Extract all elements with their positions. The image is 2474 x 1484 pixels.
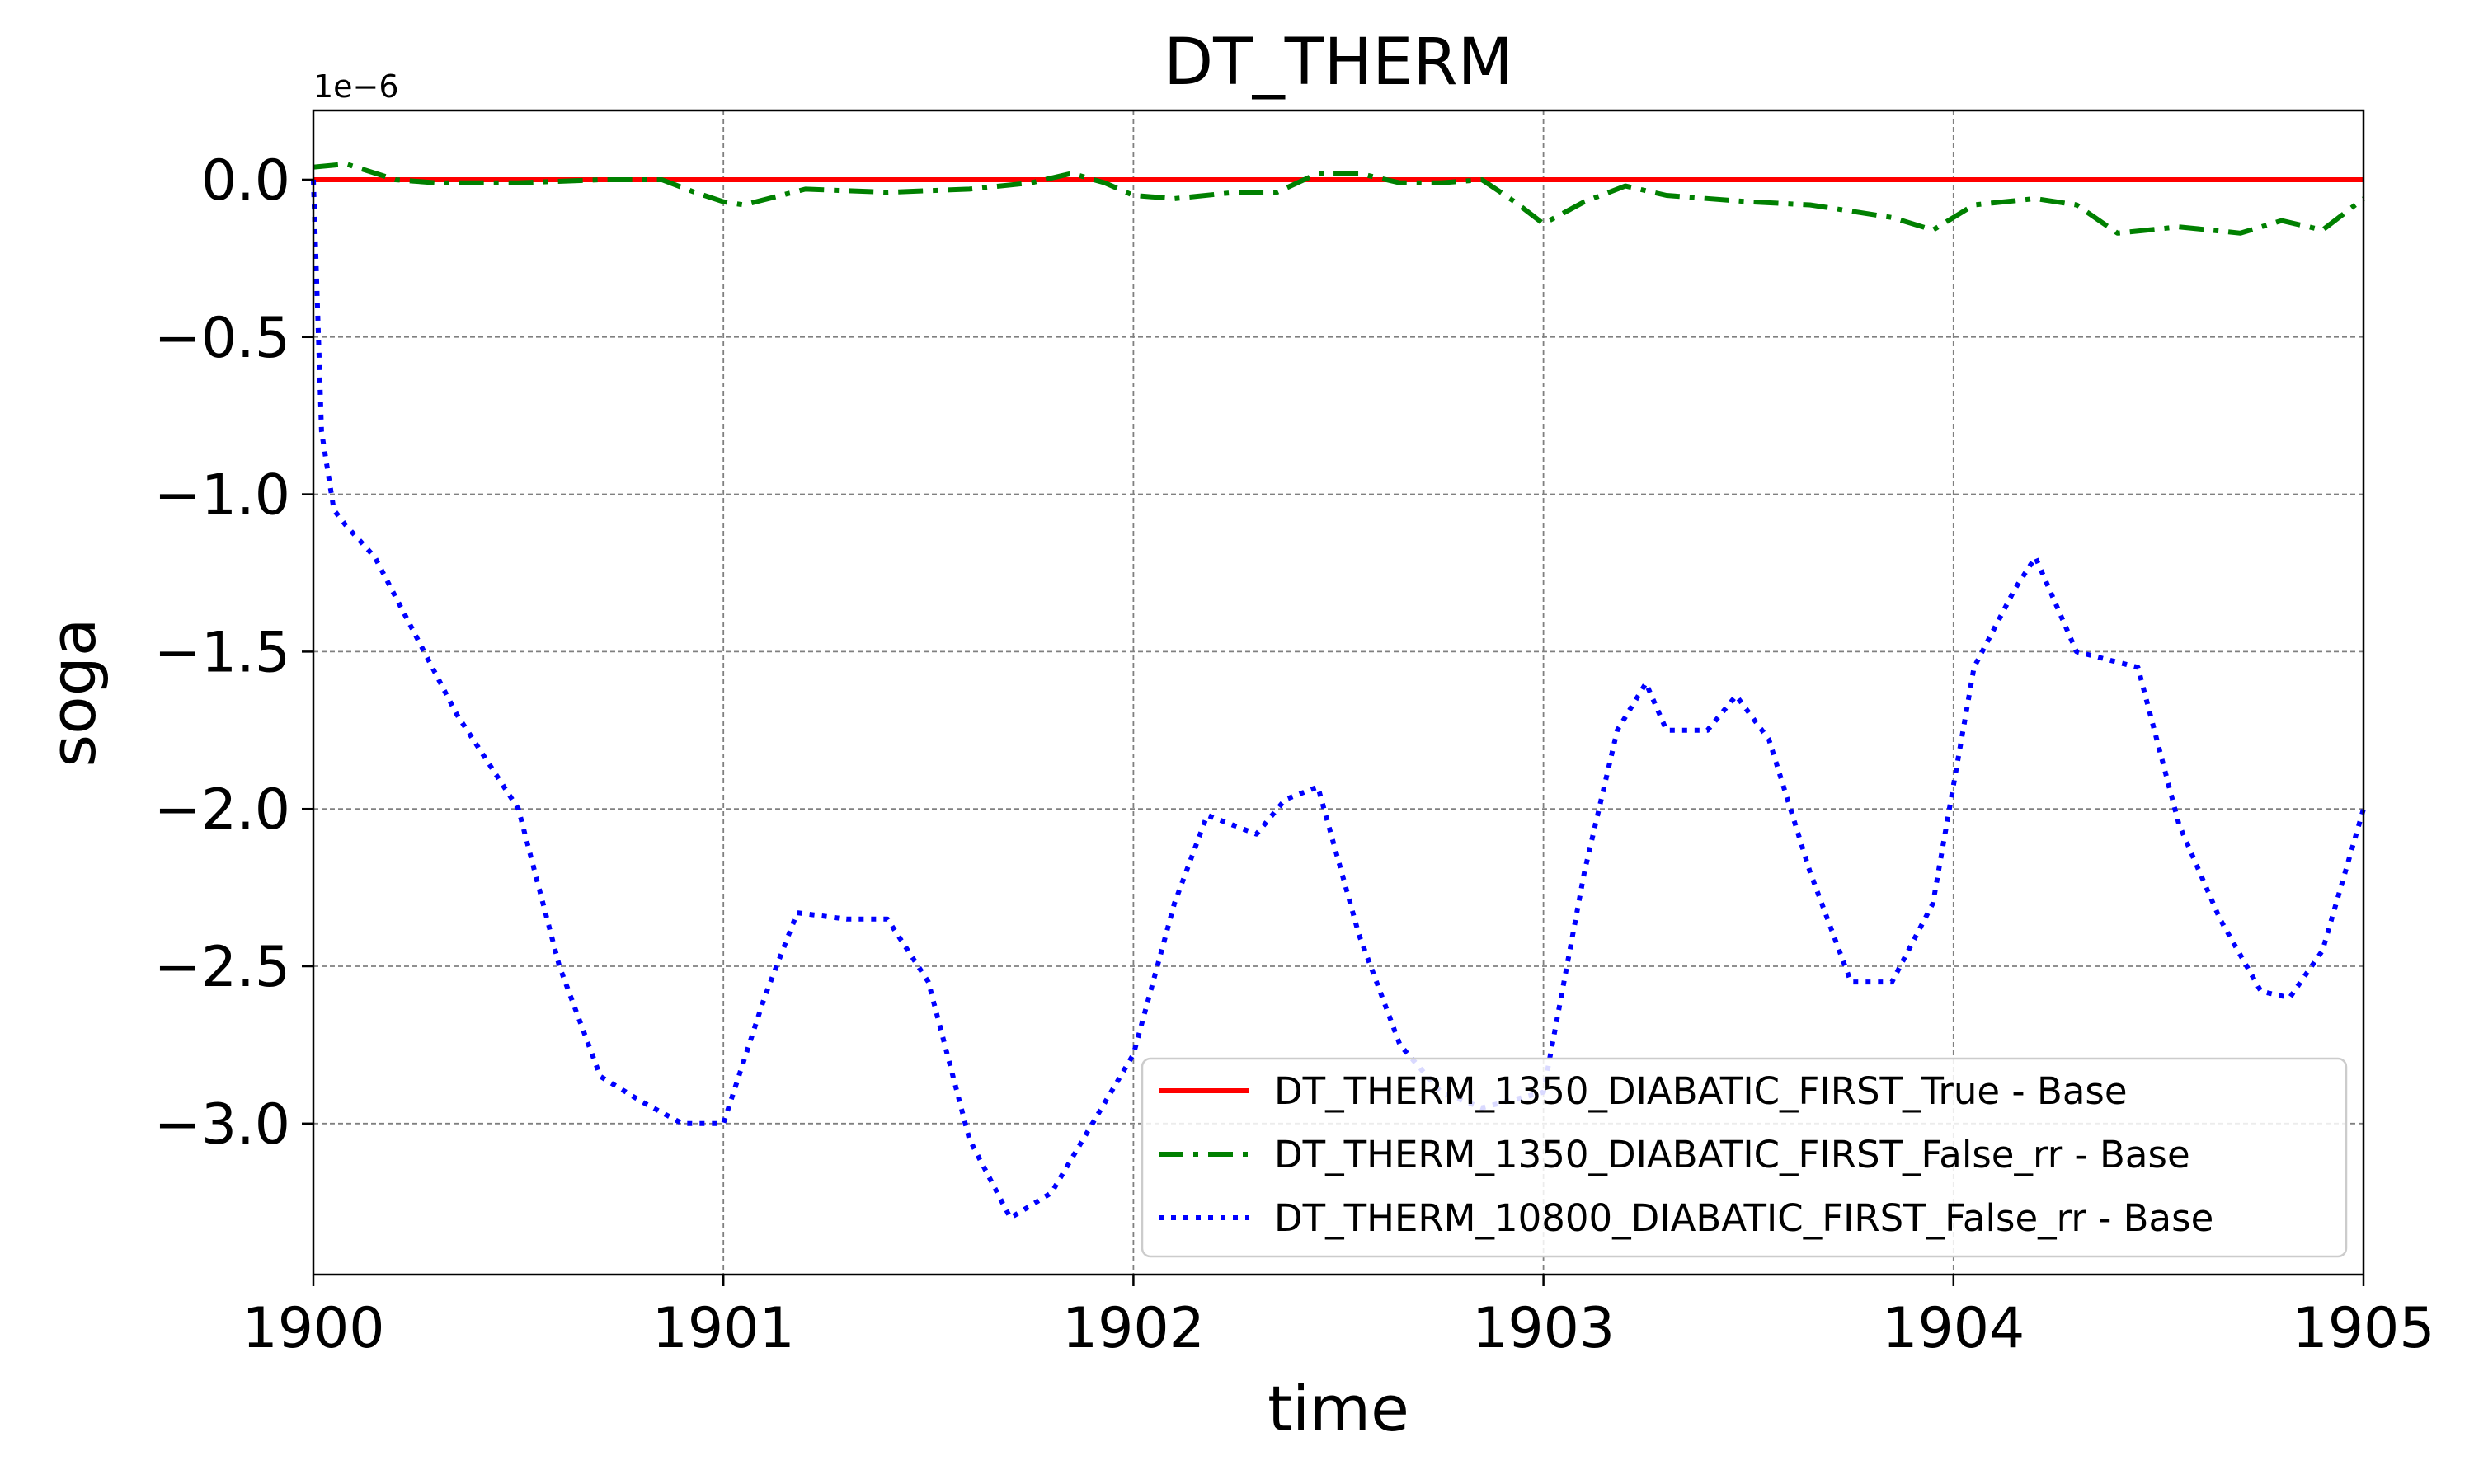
- x-tick-label: 1905: [2292, 1296, 2434, 1361]
- y-tick-label: −0.5: [154, 306, 290, 371]
- y-tick-label: −2.0: [154, 777, 290, 843]
- x-axis-title: time: [1268, 1372, 1409, 1445]
- x-tick-label: 1901: [652, 1296, 795, 1361]
- y-offset-label: 1e−6: [313, 68, 399, 105]
- y-tick-label: −3.0: [154, 1092, 290, 1158]
- plot-frame: [312, 109, 2365, 1276]
- series-layer: [311, 161, 2366, 1221]
- axis-ticks: 1900 1901 1902 1903 1904 1905 0.0 −0.5 −1.0 −1.5 −…: [154, 148, 2435, 1361]
- y-tick-label: −1.0: [154, 463, 290, 528]
- y-tick-label: 0.0: [201, 148, 290, 214]
- y-tick-label: −2.5: [154, 935, 290, 1000]
- x-tick-label: 1904: [1882, 1296, 2025, 1361]
- legend-box: [1141, 1057, 2348, 1258]
- chart-title: DT_THERM: [1164, 26, 1513, 100]
- x-tick-label: 1903: [1472, 1296, 1615, 1361]
- y-axis-title: soga: [36, 618, 110, 768]
- legend: DT_THERM_1350_DIABATIC_FIRST_True - Base…: [1141, 1057, 2348, 1258]
- x-tick-label: 1902: [1062, 1296, 1205, 1361]
- legend-label-3: DT_THERM_10800_DIABATIC_FIRST_False_rr -…: [1274, 1196, 2213, 1240]
- legend-label-1: DT_THERM_1350_DIABATIC_FIRST_True - Base: [1274, 1069, 2128, 1113]
- y-tick-label: −1.5: [154, 620, 290, 685]
- legend-label-2: DT_THERM_1350_DIABATIC_FIRST_False_rr - …: [1274, 1133, 2190, 1176]
- x-tick-label: 1900: [242, 1296, 384, 1361]
